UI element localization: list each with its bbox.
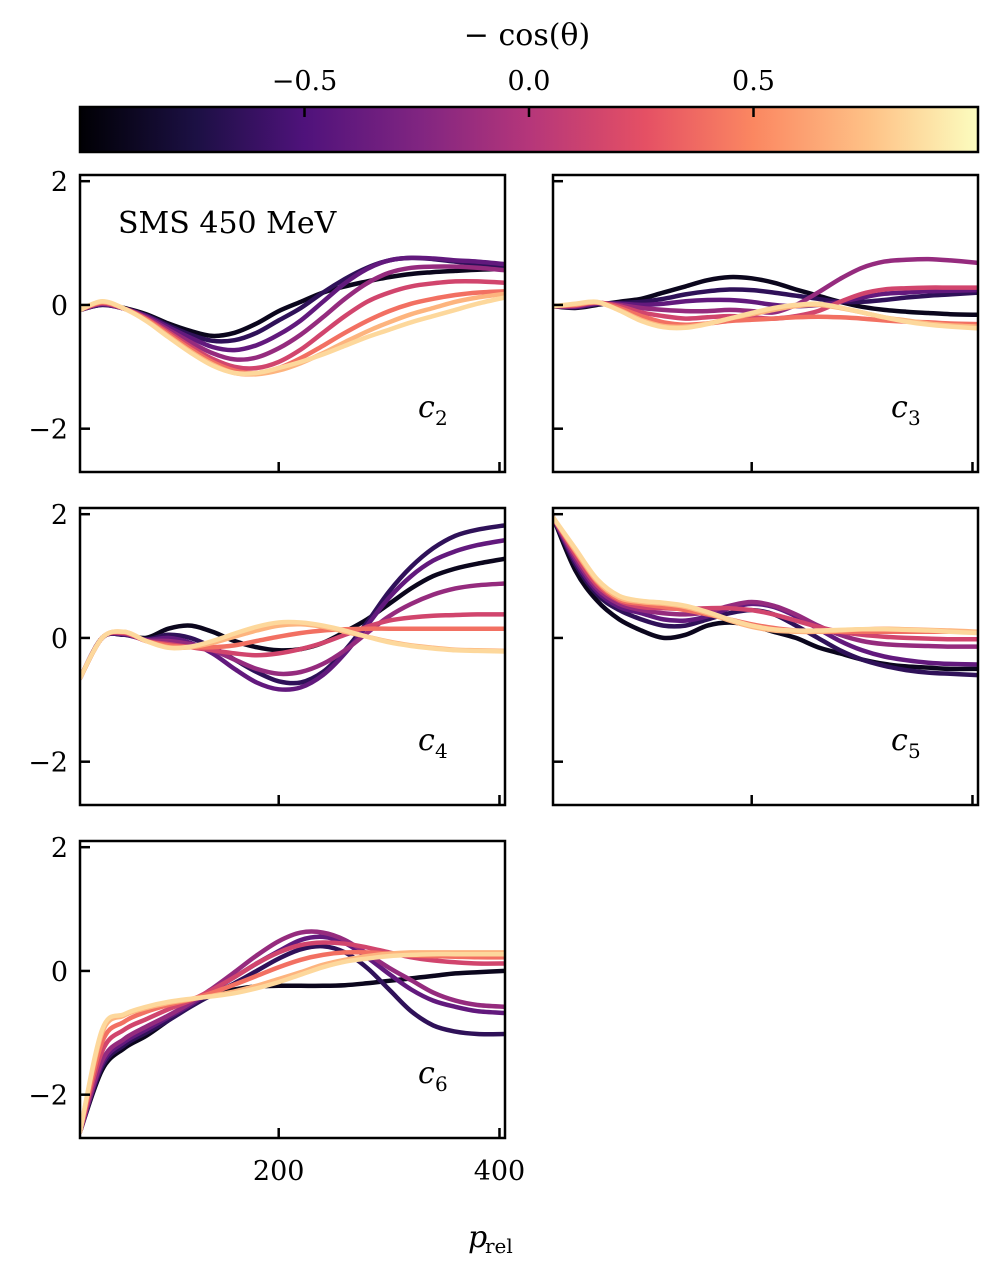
series-line (80, 619, 505, 681)
annotation: SMS 450 MeV (118, 206, 338, 241)
series-line (80, 951, 505, 1135)
series-line (80, 295, 505, 376)
series-line (80, 943, 505, 1135)
y-tick-label: 2 (51, 833, 68, 864)
x-tick-label: 400 (474, 1156, 526, 1187)
axes-frame (78, 173, 507, 474)
axes-frame (78, 839, 507, 1140)
axes-frame (78, 506, 507, 807)
axes-frame (551, 173, 980, 474)
colorbar: − cos(θ) −0.5 0.0 0.5 (78, 18, 980, 154)
colorbar-tick-label: −0.5 (272, 66, 338, 97)
series-line (553, 515, 978, 642)
series-line (80, 523, 505, 686)
panel-label: c (891, 723, 908, 758)
y-tick-label: 2 (51, 500, 68, 531)
y-tick-label: 0 (51, 624, 68, 655)
series-line (80, 968, 505, 1135)
x-tick-label: 200 (253, 1156, 305, 1187)
y-tick-label: −2 (28, 1081, 68, 1112)
series-line (553, 515, 978, 636)
colorbar-tick-label: 0.5 (732, 66, 775, 97)
y-tick-label: 0 (51, 957, 68, 988)
panel-label-sub: 5 (908, 739, 921, 763)
axes-frame (551, 506, 980, 807)
series-line (553, 515, 978, 649)
series-line (553, 515, 978, 667)
panel-label-sub: 2 (435, 406, 448, 430)
series-line (553, 299, 978, 331)
panel-c6: −2 0 2 200 400 c 6 (28, 833, 525, 1187)
panel-label: c (418, 390, 435, 425)
panel-label: c (891, 390, 908, 425)
panel-label-sub: 6 (435, 1072, 448, 1096)
panel-c4: −2 0 2 c 4 (28, 500, 507, 807)
series-line (80, 940, 505, 1135)
y-tick-label: −2 (28, 748, 68, 779)
colorbar-label: − cos(θ) (464, 18, 590, 53)
y-tick-label: 2 (51, 167, 68, 198)
panel-label: c (418, 1056, 435, 1091)
x-axis-title: p rel (468, 1220, 513, 1258)
panel-label-sub: 4 (435, 739, 448, 763)
y-tick-label: 0 (51, 291, 68, 322)
y-tick-label: −2 (28, 415, 68, 446)
series-line (80, 929, 505, 1135)
x-axis-label-sub: rel (485, 1234, 513, 1258)
series-line (80, 556, 505, 681)
panel-label: c (418, 723, 435, 758)
colorbar-tick-label: 0.0 (508, 66, 551, 97)
panel-label-sub: 3 (908, 406, 921, 430)
x-axis-label: p (468, 1220, 487, 1255)
series-line (80, 934, 505, 1135)
